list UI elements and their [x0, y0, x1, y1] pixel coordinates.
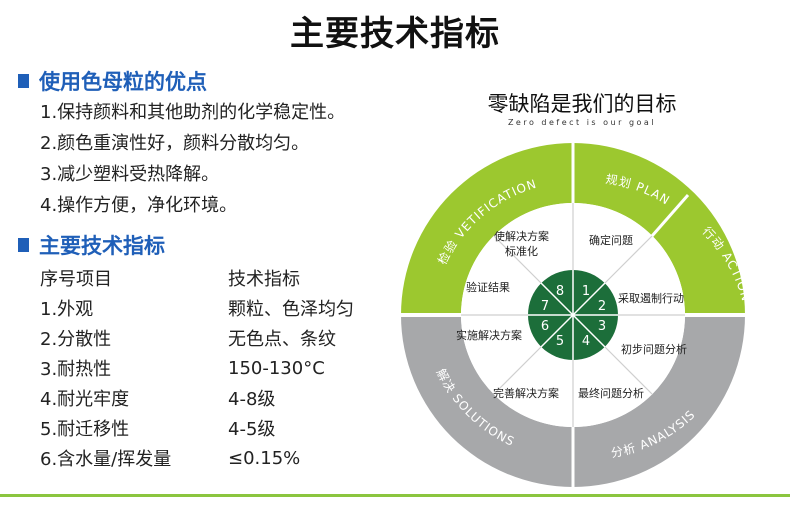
outer-ring-gray: [401, 315, 745, 487]
zero-defect-wheel: 1 2 3 4 5 6 7 8 确定问题 采取遏制行动 初步问题分析 最终问题分…: [398, 143, 752, 487]
value-cell: 4-5级: [228, 419, 276, 440]
advantages-heading-text: 使用色母粒的优点: [39, 70, 207, 94]
hub-number: 4: [582, 334, 590, 349]
specs-heading: 主要技术指标: [18, 230, 165, 260]
bullet-square-icon: [18, 238, 29, 252]
hub-number: 8: [556, 284, 564, 299]
advantages-heading: 使用色母粒的优点: [18, 66, 207, 96]
item-cell: 2.分散性: [40, 329, 112, 350]
step-label: 完善解决方案: [493, 386, 559, 400]
item-cell: 3.耐热性: [40, 359, 112, 380]
table-row: 5.耐迁移性 4-5级: [40, 413, 354, 443]
table-row: 4.耐光牢度 4-8级: [40, 383, 354, 413]
step-labels: 确定问题 采取遏制行动 初步问题分析 最终问题分析 完善解决方案 实施解决方案 …: [456, 229, 687, 400]
hub-number: 2: [598, 299, 606, 314]
step-label: 使解决方案标准化: [494, 229, 549, 258]
hub-number: 1: [582, 284, 590, 299]
value-cell: 颗粒、色泽均匀: [228, 299, 354, 320]
table-row: 2.分散性 无色点、条纹: [40, 323, 354, 353]
hub-numbers: 1 2 3 4 5 6 7 8: [541, 284, 606, 349]
table-row: 1.外观 颗粒、色泽均匀: [40, 293, 354, 323]
step-label: 初步问题分析: [621, 342, 687, 356]
step-label: 确定问题: [589, 233, 633, 247]
ring-divider: [650, 194, 690, 237]
hub-number: 6: [541, 319, 549, 334]
value-cell: 无色点、条纹: [228, 329, 336, 350]
table-row: 3.耐热性 150-130°C: [40, 353, 354, 383]
step-label: 实施解决方案: [456, 328, 522, 342]
step-label: 采取遏制行动: [618, 292, 684, 305]
item-cell: 6.含水量/挥发量: [40, 449, 172, 470]
value-cell: 150-130°C: [228, 357, 325, 379]
specs-heading-text: 主要技术指标: [39, 234, 165, 258]
step-label: 验证结果: [466, 280, 510, 294]
list-item: 1.保持颜料和其他助剂的化学稳定性。: [40, 102, 346, 123]
hub-number: 3: [598, 319, 606, 334]
advantages-list: 1.保持颜料和其他助剂的化学稳定性。 2.颜色重演性好，颜料分散均匀。 3.减少…: [40, 97, 345, 221]
inner-spokes: [461, 203, 685, 427]
value-cell: ≤0.15%: [228, 447, 301, 469]
table-row: 6.含水量/挥发量 ≤0.15%: [40, 443, 354, 473]
table-header-row: 序号项目 技术指标: [40, 263, 354, 293]
item-cell: 5.耐迁移性: [40, 419, 130, 440]
page-title: 主要技术指标: [290, 14, 500, 54]
list-item: 2.颜色重演性好，颜料分散均匀。: [40, 133, 310, 154]
hub-dividers: [528, 270, 618, 360]
step-label: 最终问题分析: [578, 386, 644, 400]
outer-ring-green: [401, 143, 745, 315]
value-cell: 4-8级: [228, 389, 276, 410]
spec-table: 序号项目 技术指标 1.外观 颗粒、色泽均匀 2.分散性 无色点、条纹 3.耐热…: [40, 263, 354, 473]
item-cell: 1.外观: [40, 299, 94, 320]
list-item: 4.操作方便，净化环境。: [40, 195, 238, 216]
list-item: 3.减少塑料受热降解。: [40, 164, 220, 185]
header-cell: 技术指标: [228, 269, 300, 290]
hub-number: 7: [541, 299, 549, 314]
item-cell: 4.耐光牢度: [40, 389, 130, 410]
wheel-title: 零缺陷是我们的目标: [487, 92, 677, 116]
wheel-subtitle: Zero defect is our goal: [507, 118, 657, 127]
hub-number: 5: [556, 334, 564, 349]
bottom-divider: [0, 494, 790, 497]
bullet-square-icon: [18, 74, 29, 88]
header-cell: 序号项目: [40, 269, 112, 290]
